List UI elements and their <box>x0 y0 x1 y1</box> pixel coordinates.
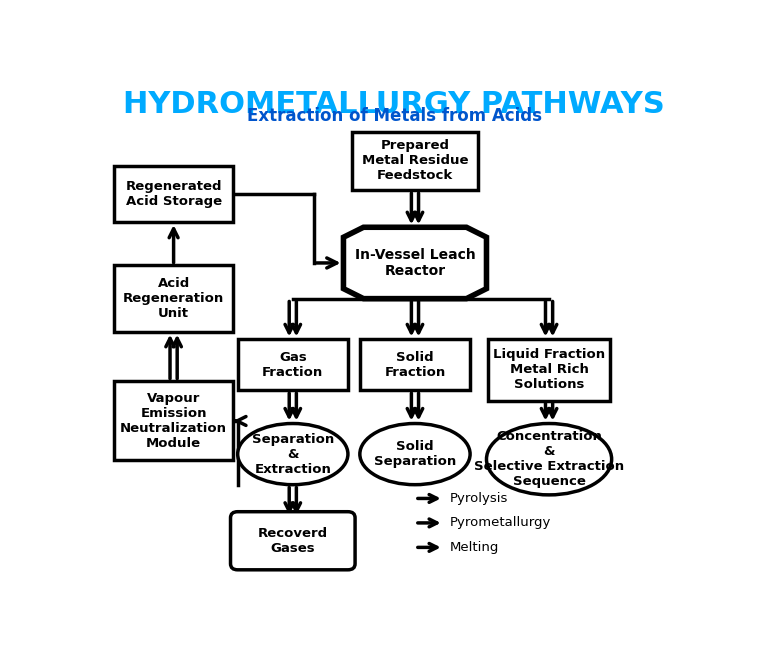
Text: Concentration
&
Selective Extraction
Sequence: Concentration & Selective Extraction Seq… <box>474 430 624 488</box>
Polygon shape <box>344 227 487 299</box>
Text: Separation
&
Extraction: Separation & Extraction <box>251 432 334 475</box>
FancyBboxPatch shape <box>360 340 470 391</box>
Text: Gas
Fraction: Gas Fraction <box>262 351 324 379</box>
Text: Liquid Fraction
Metal Rich
Solutions: Liquid Fraction Metal Rich Solutions <box>493 348 605 391</box>
Ellipse shape <box>487 424 611 495</box>
Text: Melting: Melting <box>450 541 499 554</box>
Ellipse shape <box>360 424 470 485</box>
Text: Acid
Regeneration
Unit: Acid Regeneration Unit <box>123 277 225 320</box>
FancyBboxPatch shape <box>114 166 233 222</box>
FancyBboxPatch shape <box>114 265 233 332</box>
FancyBboxPatch shape <box>488 340 610 401</box>
Text: Prepared
Metal Residue
Feedstock: Prepared Metal Residue Feedstock <box>361 140 468 183</box>
Text: In-Vessel Leach
Reactor: In-Vessel Leach Reactor <box>355 248 475 278</box>
FancyBboxPatch shape <box>352 132 478 190</box>
Ellipse shape <box>238 424 348 485</box>
Text: Recoverd
Gases: Recoverd Gases <box>258 527 328 555</box>
Text: Pyrometallurgy: Pyrometallurgy <box>450 516 551 530</box>
FancyBboxPatch shape <box>114 381 233 461</box>
Text: Solid
Fraction: Solid Fraction <box>384 351 445 379</box>
Text: Solid
Separation: Solid Separation <box>374 440 456 468</box>
Text: Vapour
Emission
Neutralization
Module: Vapour Emission Neutralization Module <box>120 392 227 450</box>
Text: Pyrolysis: Pyrolysis <box>450 492 508 505</box>
Text: HYDROMETALLURGY PATHWAYS: HYDROMETALLURGY PATHWAYS <box>123 89 665 118</box>
FancyBboxPatch shape <box>231 512 355 570</box>
Text: Extraction of Metals from Acids: Extraction of Metals from Acids <box>247 107 541 126</box>
FancyBboxPatch shape <box>238 340 348 391</box>
Text: Regenerated
Acid Storage: Regenerated Acid Storage <box>125 180 221 208</box>
